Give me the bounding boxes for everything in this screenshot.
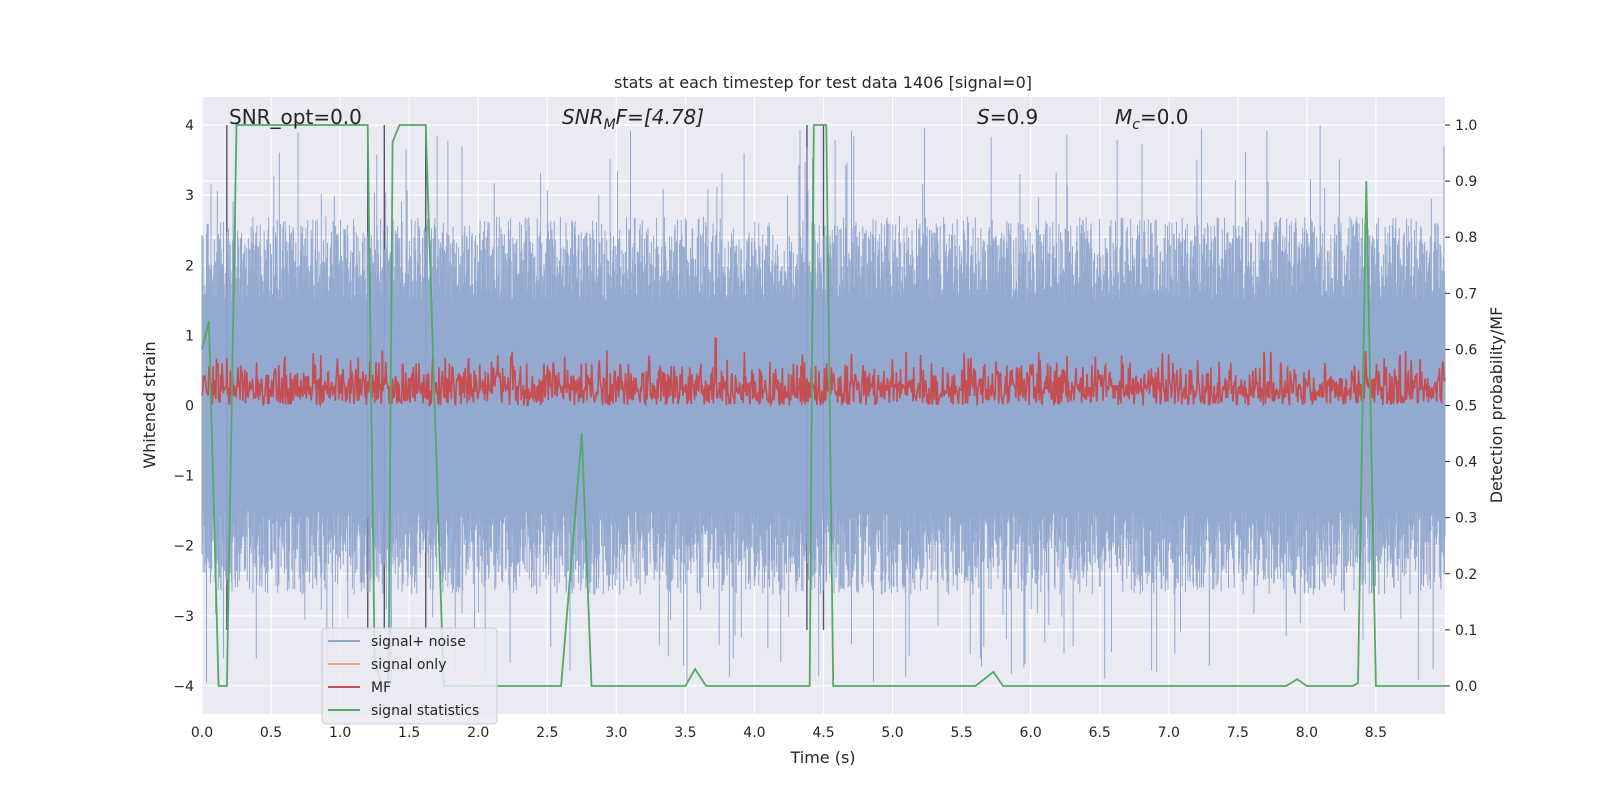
y-axis-label-left: Whitened strain [140, 341, 159, 468]
mc-sub: c [1132, 117, 1140, 133]
legend-box [321, 627, 498, 725]
mc-var: M [1115, 105, 1132, 129]
x-tick-label: 6.5 [1089, 725, 1111, 741]
chart-title: stats at each timestep for test data 140… [614, 73, 1032, 92]
y-tick-label-right: 0.4 [1455, 455, 1477, 471]
s-stat-rest: =0.9 [990, 105, 1039, 129]
mf-line [201, 337, 1446, 408]
x-tick-label: 0.5 [260, 725, 282, 741]
legend-label-signal-only: signal only [371, 657, 446, 673]
x-tick-label: 3.0 [605, 725, 627, 741]
annotation-mc: Mc=0.0 [1115, 105, 1189, 133]
snr-mf-main: SNR [562, 105, 604, 129]
y-tick-label-right: 0.7 [1455, 286, 1477, 302]
y-tick-label-left: 4 [185, 118, 194, 134]
x-tick-label: 2.5 [536, 725, 558, 741]
x-tick-label: 8.5 [1365, 725, 1387, 741]
y-tick-label-left: 1 [185, 328, 194, 344]
y-tick-label-right: 0.9 [1455, 174, 1477, 190]
legend-label-mf: MF [371, 680, 391, 696]
s-stat-var: S [977, 105, 990, 129]
x-tick-label: 7.0 [1158, 725, 1180, 741]
legend: signal+ noise signal only MF signal stat… [321, 627, 498, 725]
x-tick-label: 4.5 [812, 725, 834, 741]
y-axis-label-right: Detection probability/MF [1487, 307, 1506, 504]
tick-labels: 0.0 0.5 1.0 1.5 2.0 2.5 3.0 3.5 4.0 4.5 5.0 5.5 6.0 6… [173, 118, 1477, 741]
signal-statistics-line [201, 124, 1445, 687]
y-tick-label-right: 0.8 [1455, 230, 1477, 246]
y-tick-label-right: 0.5 [1455, 399, 1477, 415]
x-tick-label: 3.5 [674, 725, 696, 741]
signal-statistics-series [201, 124, 1445, 687]
snr-mf-rest: F=[4.78] [616, 105, 704, 129]
y-tick-label-left: −1 [173, 469, 194, 485]
x-tick-label: 6.0 [1020, 725, 1042, 741]
y-tick-label-left: −3 [173, 609, 194, 625]
y-tick-label-left: 0 [185, 399, 194, 415]
mc-rest: =0.0 [1140, 105, 1189, 129]
annotation-snr-opt: SNR_opt=0.0 [229, 105, 362, 129]
x-tick-label: 0.0 [191, 725, 213, 741]
y-tick-label-left: −2 [173, 539, 194, 555]
y-tick-label-right: 1.0 [1455, 118, 1477, 134]
legend-label-signal-statistics: signal statistics [371, 703, 479, 719]
y-tick-label-right: 0.1 [1455, 623, 1477, 639]
x-tick-label: 1.5 [398, 725, 420, 741]
y-tick-label-right: 0.3 [1455, 511, 1477, 527]
mf-series [201, 337, 1446, 408]
annotation-snr-mf: SNRMF=[4.78] [562, 105, 704, 133]
x-axis-label: Time (s) [789, 748, 855, 767]
x-tick-label: 7.5 [1227, 725, 1249, 741]
y-tick-label-left: −4 [173, 679, 194, 695]
snr-mf-sub: M [604, 117, 616, 133]
y-tick-label-right: 0.2 [1455, 567, 1477, 583]
y-tick-label-right: 0.6 [1455, 342, 1477, 358]
x-tick-label: 4.0 [743, 725, 765, 741]
y-tick-label-right: 0.0 [1455, 679, 1477, 695]
x-tick-label: 5.0 [881, 725, 903, 741]
x-tick-label: 8.0 [1296, 725, 1318, 741]
annotation-s-stat: S=0.9 [977, 105, 1038, 129]
x-tick-label: 5.5 [950, 725, 972, 741]
legend-label-signal-noise: signal+ noise [371, 634, 466, 650]
x-tick-label: 1.0 [329, 725, 351, 741]
y-tick-label-left: 2 [185, 258, 194, 274]
x-tick-label: 2.0 [467, 725, 489, 741]
y-tick-label-left: 3 [185, 188, 194, 204]
